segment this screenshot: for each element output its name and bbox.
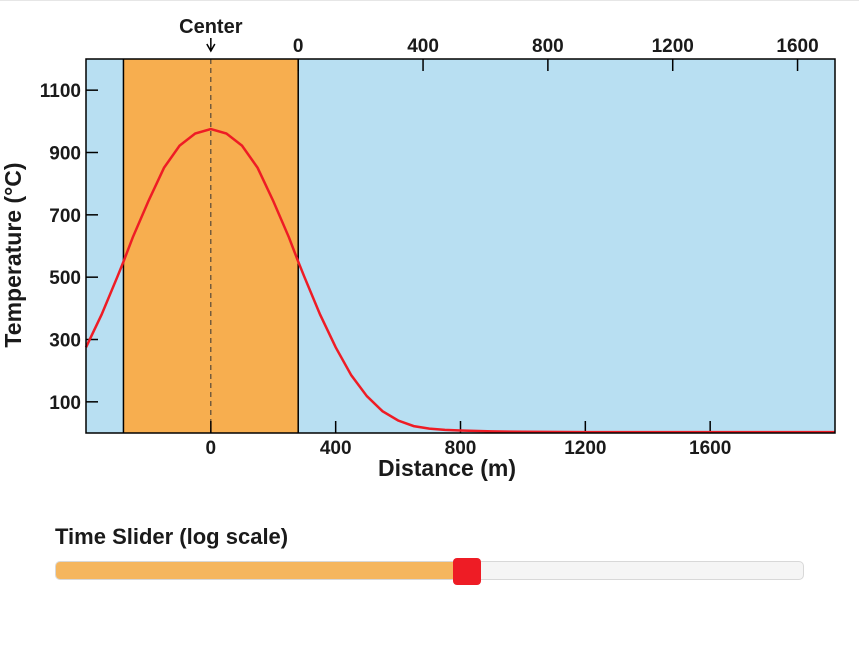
temperature-curve	[84, 127, 835, 434]
time-slider-label: Time Slider (log scale)	[55, 524, 289, 549]
x-bottom-tick-label: 1200	[564, 438, 606, 459]
plot-frame	[85, 58, 836, 434]
center-arrow-icon	[206, 38, 216, 53]
temperature-distance-chart: 0 400 800 1200 1600 0 400 800 1200 1600 100 300 50…	[0, 16, 836, 481]
y-tick-label: 1100	[40, 81, 81, 102]
x-top-tick-label: 1200	[652, 36, 694, 57]
y-axis-ticks: 100 300 500 700 900 1100	[40, 81, 98, 414]
x-bottom-tick-label: 0	[206, 438, 217, 459]
x-top-tick-label: 400	[407, 36, 439, 57]
x-top-tick-label: 800	[532, 36, 564, 57]
x-bottom-tick-label: 800	[445, 438, 477, 459]
x-top-tick-label: 1600	[776, 36, 818, 57]
time-slider-thumb[interactable]	[452, 558, 481, 585]
top-axis-ticks: 0 400 800 1200 1600	[293, 36, 819, 71]
time-slider-fill	[56, 562, 467, 579]
x-top-tick-label: 0	[293, 36, 304, 57]
y-tick-label: 700	[49, 206, 81, 227]
y-tick-label: 500	[49, 268, 81, 289]
x-axis-label: Distance (m)	[378, 455, 516, 481]
intrusion-region	[123, 59, 299, 433]
y-axis-label: Temperature (°C)	[0, 162, 26, 347]
y-tick-label: 900	[49, 144, 81, 165]
x-bottom-tick-label: 1600	[689, 438, 731, 459]
x-bottom-tick-label: 400	[320, 438, 352, 459]
top-divider	[0, 0, 859, 1]
time-slider-track[interactable]	[55, 558, 804, 585]
y-tick-label: 100	[49, 393, 81, 414]
center-label: Center	[179, 16, 243, 38]
y-tick-label: 300	[49, 331, 81, 352]
